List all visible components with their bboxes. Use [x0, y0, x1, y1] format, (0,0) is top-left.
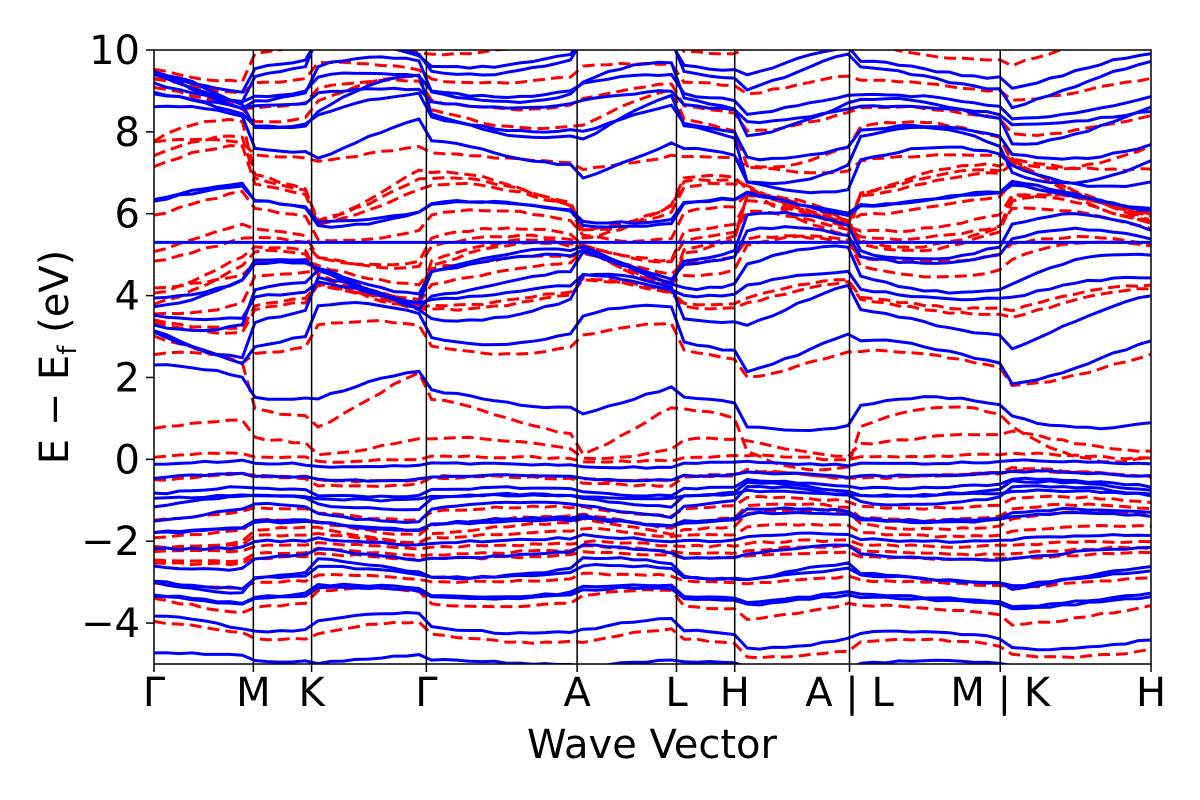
- x-tick-label: Γ: [415, 670, 438, 716]
- y-axis-label: E − Ef (eV): [32, 250, 83, 465]
- solid-band-line: [154, 70, 1151, 186]
- y-tick-label: 0: [115, 437, 140, 483]
- dashed-band-line: [154, 193, 1151, 301]
- solid-band-line: [154, 300, 1151, 386]
- solid-band-line: [154, 479, 1151, 512]
- solid-band-line: [154, 488, 1151, 503]
- solid-band-line: [154, 556, 1151, 595]
- solid-band-line: [154, 179, 1151, 229]
- solid-band-line: [154, 531, 1151, 552]
- dashed-band-line: [154, 538, 1151, 554]
- y-axis-ticks: −4 −2 0 2 4 6 8 10: [81, 28, 154, 647]
- y-tick-label: 2: [115, 355, 140, 401]
- dashed-band-line: [154, 619, 1151, 660]
- solid-band-line: [154, 484, 1151, 525]
- x-tick-label: H: [1136, 670, 1166, 716]
- x-tick-label: H: [720, 670, 750, 716]
- plot-frame: [153, 49, 1152, 665]
- y-axis-label-main: E − E: [32, 355, 78, 465]
- y-axis-label-sub: f: [53, 345, 83, 355]
- solid-band-line: [154, 458, 1151, 470]
- high-symmetry-lines: [252, 50, 1002, 664]
- x-tick-label: K: [298, 670, 326, 716]
- dashed-band-line: [154, 465, 1151, 489]
- dashed-band-line: [154, 451, 1151, 464]
- solid-band-line: [154, 543, 1151, 572]
- y-tick-label: 6: [115, 192, 140, 238]
- y-axis-label-unit: (eV): [32, 250, 78, 346]
- dashed-band-line: [154, 206, 1151, 270]
- solid-band-line: [154, 469, 1151, 483]
- solid-bands: [154, 50, 1151, 664]
- solid-band-line: [154, 86, 1151, 127]
- dashed-band-line: [154, 350, 1151, 472]
- y-tick-label: −2: [81, 519, 140, 565]
- dashed-band-line: [154, 522, 1151, 550]
- x-tick-label: M | K: [950, 670, 1051, 716]
- y-tick-label: 10: [89, 28, 140, 74]
- dashed-band-line: [154, 418, 1151, 461]
- x-tick-label: Γ: [143, 670, 166, 716]
- dashed-band-line: [154, 318, 1151, 388]
- x-tick-label: L: [665, 670, 688, 716]
- y-tick-label: −4: [81, 601, 140, 647]
- dashed-band-line: [154, 137, 1151, 175]
- dashed-band-line: [154, 50, 1065, 84]
- solid-band-line: [154, 610, 1151, 652]
- solid-band-line: [154, 183, 1151, 225]
- solid-band-line: [154, 91, 1151, 162]
- dashed-band-line: [154, 60, 1151, 102]
- solid-band-line: [154, 210, 1151, 309]
- dashed-band-line: [154, 78, 1151, 137]
- y-tick-label: 4: [115, 274, 140, 320]
- y-tick-label: 8: [115, 110, 140, 156]
- dashed-band-line: [154, 278, 1151, 335]
- solid-band-line: [154, 50, 1151, 110]
- dashed-band-line: [154, 193, 1151, 267]
- dashed-band-line: [154, 144, 1151, 232]
- solid-band-line: [154, 225, 1151, 300]
- solid-band-line: [154, 272, 1151, 360]
- solid-band-line: [154, 585, 1151, 611]
- x-tick-label: A | L: [805, 670, 894, 716]
- dashed-band-line: [154, 74, 1151, 171]
- dashed-band-line: [154, 586, 1151, 627]
- dashed-band-line: [154, 507, 1151, 550]
- solid-band-line: [154, 104, 1151, 195]
- dashed-band-line: [154, 181, 1151, 243]
- solid-band-line: [154, 363, 1151, 433]
- x-tick-label: A: [563, 670, 591, 716]
- x-tick-label: M: [236, 670, 271, 716]
- solid-band-line: [154, 55, 1151, 146]
- solid-band-line: [154, 71, 1151, 121]
- solid-band-line: [154, 476, 1151, 499]
- solid-band-line: [154, 651, 1038, 664]
- solid-band-line: [154, 50, 1151, 94]
- solid-band-line: [154, 582, 1151, 609]
- dashed-band-line: [154, 134, 1151, 232]
- x-axis-label: Wave Vector: [527, 722, 778, 768]
- dashed-band-line: [154, 571, 1151, 590]
- solid-band-line: [154, 269, 1151, 322]
- solid-band-line: [154, 510, 1151, 535]
